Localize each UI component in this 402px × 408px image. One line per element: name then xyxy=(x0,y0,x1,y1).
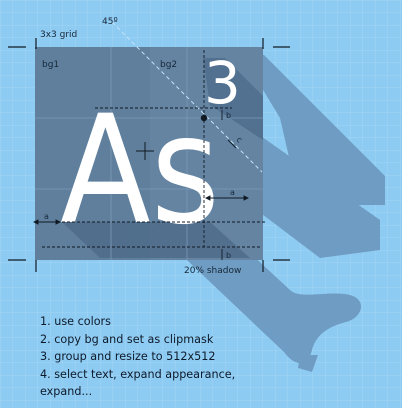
bg2-label: bg2 xyxy=(160,60,177,70)
dimension-b-bottom: b xyxy=(226,251,231,260)
bg1-label: bg1 xyxy=(42,60,59,70)
glyphs-as: As xyxy=(60,84,220,258)
superscript-three: 3 xyxy=(204,49,241,117)
dimension-a-right: a xyxy=(230,188,235,197)
shadow-label: 20% shadow xyxy=(184,266,241,276)
instruction-step-3: 3. group and resize to 512x512 xyxy=(40,350,216,363)
angle-label: 45º xyxy=(102,17,118,27)
instruction-step-1: 1. use colors xyxy=(40,315,111,328)
instruction-list: 1. use colors 2. copy bg and set as clip… xyxy=(40,313,235,401)
three-by-three-grid xyxy=(35,47,263,260)
dimension-markers xyxy=(32,110,250,260)
measurement-guides xyxy=(42,50,265,248)
instruction-step-4-continued: expand... xyxy=(40,385,93,398)
center-crosshair xyxy=(136,142,154,160)
tile-shadow xyxy=(62,58,263,258)
dimension-a-left: a xyxy=(44,212,49,221)
crop-marks xyxy=(8,38,290,272)
dimension-b-top: b xyxy=(226,111,231,120)
angle-guide xyxy=(111,21,263,173)
instruction-step-4: 4. select text, expand appearance, xyxy=(40,367,236,381)
anchor-point xyxy=(200,114,208,122)
grid-label: 3x3 grid xyxy=(40,30,77,40)
instruction-step-2: 2. copy bg and set as clipmask xyxy=(40,332,214,346)
dimension-c: c xyxy=(235,135,244,144)
